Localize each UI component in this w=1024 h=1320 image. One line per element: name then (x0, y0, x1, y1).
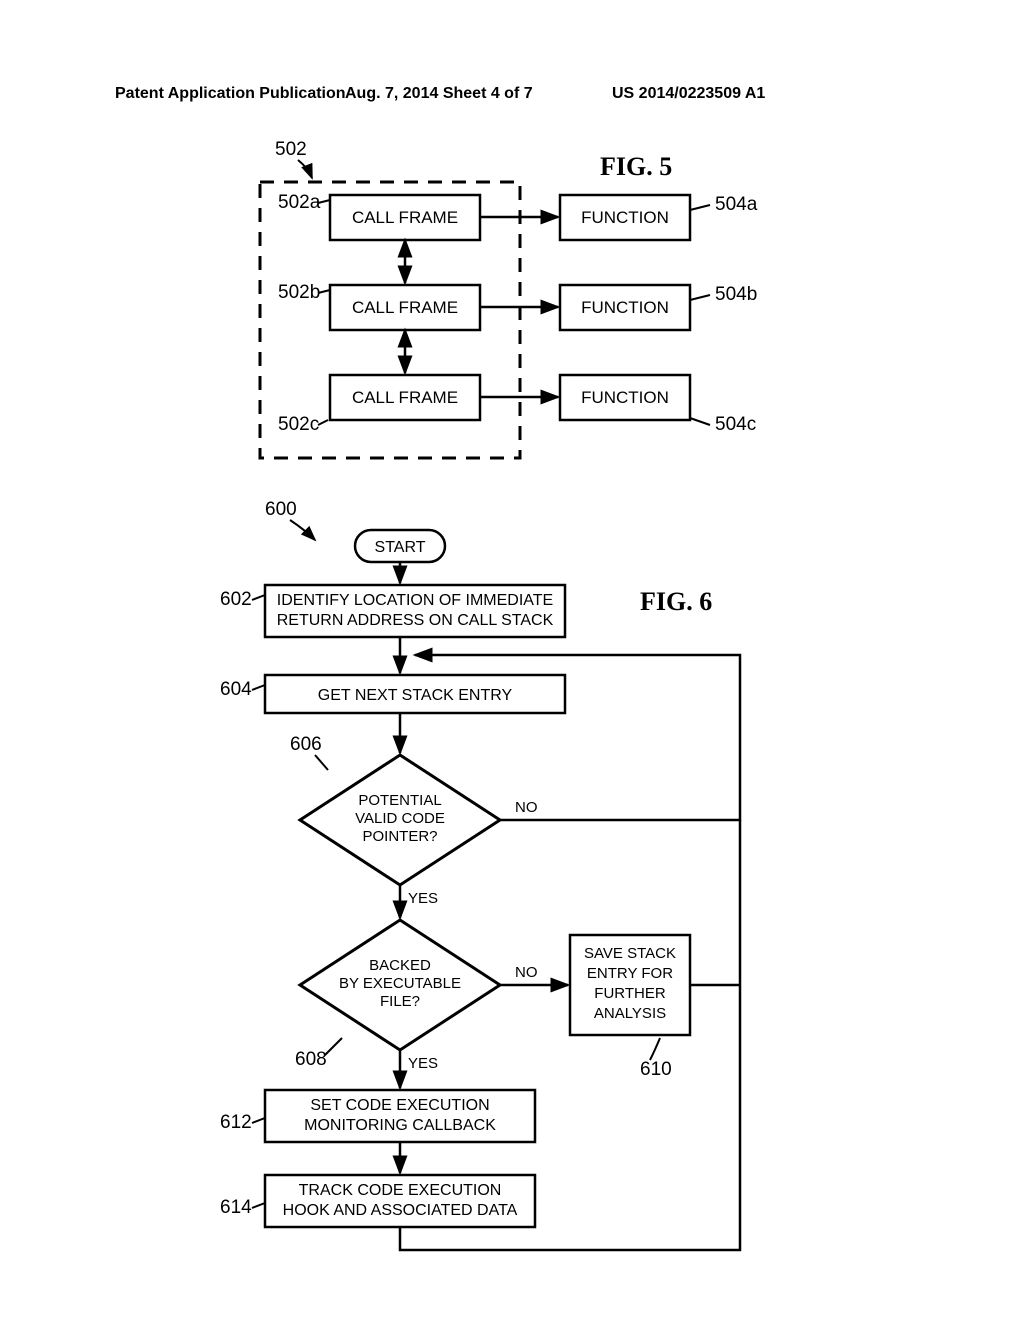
node-602-line0: IDENTIFY LOCATION OF IMMEDIATE (277, 592, 553, 609)
call-frame-0-text: CALL FRAME (352, 208, 458, 227)
node-614-line1: HOOK AND ASSOCIATED DATA (283, 1202, 518, 1219)
function-0: FUNCTION (560, 195, 690, 240)
label-yes-608: YES (408, 1055, 438, 1072)
function-1-text: FUNCTION (581, 298, 669, 317)
node-606-line2: POINTER? (362, 828, 437, 845)
start-node: START (355, 530, 445, 562)
ref-504c: 504c (715, 414, 756, 435)
label-yes-606: YES (408, 890, 438, 907)
node-610-line1: ENTRY FOR (587, 965, 673, 982)
label-no-608: NO (515, 964, 538, 981)
function-2-text: FUNCTION (581, 388, 669, 407)
fig5-diagram: FIG. 5 502 CALL FRAME CALL FRAME CALL FR… (200, 130, 900, 470)
node-606: POTENTIAL VALID CODE POINTER? (300, 755, 500, 885)
node-606-line1: VALID CODE (355, 810, 445, 827)
call-frame-2-text: CALL FRAME (352, 388, 458, 407)
node-614: TRACK CODE EXECUTION HOOK AND ASSOCIATED… (265, 1175, 535, 1227)
header-publication: Patent Application Publication (115, 85, 346, 103)
ref-606: 606 (290, 734, 322, 755)
ref-600: 600 (265, 499, 297, 520)
node-612-line0: SET CODE EXECUTION (310, 1097, 489, 1114)
label-no-606: NO (515, 799, 538, 816)
ref-608: 608 (295, 1049, 327, 1070)
node-602: IDENTIFY LOCATION OF IMMEDIATE RETURN AD… (265, 585, 565, 637)
page: Patent Application Publication Aug. 7, 2… (0, 0, 1024, 1320)
node-608-line0: BACKED (369, 957, 431, 974)
node-612-line1: MONITORING CALLBACK (304, 1117, 496, 1134)
fig5-title: FIG. 5 (600, 152, 672, 181)
ref-502: 502 (275, 139, 307, 160)
node-612: SET CODE EXECUTION MONITORING CALLBACK (265, 1090, 535, 1142)
node-608-line1: BY EXECUTABLE (339, 975, 461, 992)
node-608-line2: FILE? (380, 993, 420, 1010)
ref-604: 604 (220, 679, 252, 700)
ref-502c: 502c (278, 414, 319, 435)
ref-602: 602 (220, 589, 252, 610)
call-frame-2: CALL FRAME (330, 375, 480, 420)
node-604-line0: GET NEXT STACK ENTRY (318, 687, 513, 704)
node-604: GET NEXT STACK ENTRY (265, 675, 565, 713)
ref-502b: 502b (278, 282, 320, 303)
ref-614: 614 (220, 1197, 252, 1218)
node-610-line0: SAVE STACK (584, 945, 676, 962)
function-2: FUNCTION (560, 375, 690, 420)
function-1: FUNCTION (560, 285, 690, 330)
node-602-line1: RETURN ADDRESS ON CALL STACK (277, 612, 554, 629)
ref-504b: 504b (715, 284, 757, 305)
node-614-line0: TRACK CODE EXECUTION (299, 1182, 502, 1199)
call-frame-0: CALL FRAME (330, 195, 480, 240)
fig6-diagram: FIG. 6 600 START IDENTIFY LOCATION OF IM… (180, 490, 880, 1280)
node-610-line3: ANALYSIS (594, 1005, 666, 1022)
header-date-sheet: Aug. 7, 2014 Sheet 4 of 7 (345, 85, 533, 103)
fig6-title: FIG. 6 (640, 587, 712, 616)
node-610: SAVE STACK ENTRY FOR FURTHER ANALYSIS (570, 935, 690, 1035)
ref-610: 610 (640, 1059, 672, 1080)
call-frame-1-text: CALL FRAME (352, 298, 458, 317)
function-0-text: FUNCTION (581, 208, 669, 227)
start-text: START (375, 539, 426, 556)
node-608: BACKED BY EXECUTABLE FILE? (300, 920, 500, 1050)
ref-612: 612 (220, 1112, 252, 1133)
header-patent-num: US 2014/0223509 A1 (612, 85, 765, 103)
ref-502a: 502a (278, 192, 321, 213)
node-610-line2: FURTHER (594, 985, 666, 1002)
call-frame-1: CALL FRAME (330, 285, 480, 330)
ref-504a: 504a (715, 194, 758, 215)
node-606-line0: POTENTIAL (358, 792, 441, 809)
